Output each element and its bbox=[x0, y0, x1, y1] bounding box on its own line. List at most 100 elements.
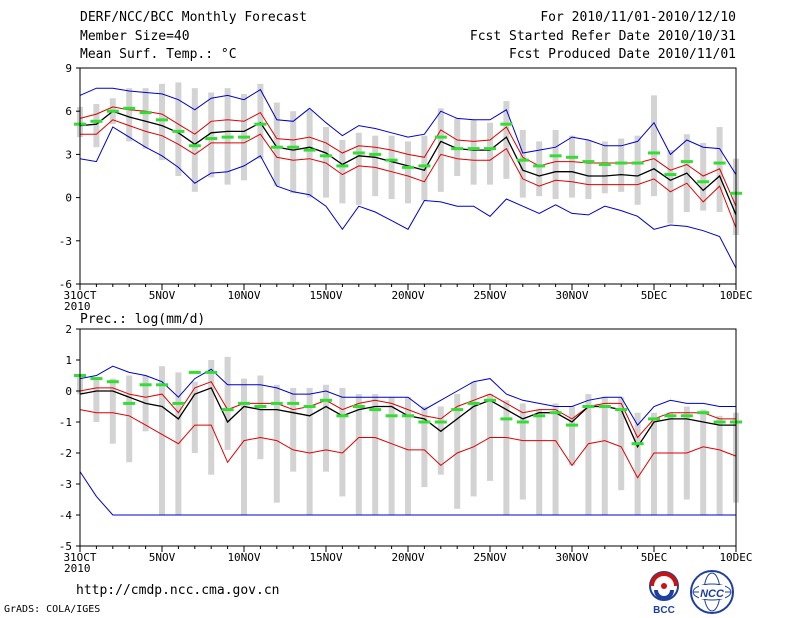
precipitation-observed-marker bbox=[434, 420, 447, 424]
temperature-observed-marker bbox=[188, 144, 201, 148]
temperature-observed-marker bbox=[238, 135, 250, 139]
bcc-logo-text: BCC bbox=[653, 605, 675, 616]
temperature-y-tick-label: 9 bbox=[65, 62, 72, 75]
precipitation-observed-marker bbox=[205, 370, 218, 374]
precipitation-observed-marker bbox=[90, 377, 103, 381]
precipitation-max-line bbox=[79, 365, 736, 426]
temperature-x-tick-label: 10DEC bbox=[719, 289, 752, 302]
temperature-lower-line bbox=[80, 119, 737, 228]
temperature-observed-marker bbox=[221, 135, 234, 139]
precipitation-observed-marker bbox=[566, 423, 578, 427]
temperature-x-tick-label: 5DEC bbox=[641, 289, 668, 302]
precipitation-observed-marker bbox=[402, 414, 414, 418]
precipitation-ensemble-box bbox=[388, 397, 395, 515]
temperature-ensemble-box bbox=[552, 129, 559, 200]
precipitation-ensemble-box bbox=[159, 366, 165, 515]
precipitation-observed-marker bbox=[713, 420, 726, 424]
precipitation-y-tick-label: -5 bbox=[59, 540, 72, 553]
temperature-ensemble-box bbox=[536, 141, 543, 197]
precipitation-ensemble-box bbox=[667, 412, 674, 515]
temperature-observed-marker bbox=[697, 180, 710, 184]
precipitation-x-tick-label: 10NOV bbox=[227, 551, 260, 564]
footer-url[interactable]: http://cmdp.ncc.cma.gov.cn bbox=[76, 583, 280, 598]
precipitation-ensemble-box bbox=[569, 406, 575, 466]
forecast-range-label: For 2010/11/01-2010/12/10 bbox=[540, 10, 736, 25]
temperature-ensemble-box bbox=[191, 88, 198, 192]
temperature-ensemble-box bbox=[618, 138, 625, 192]
precipitation-ensemble-box bbox=[191, 381, 198, 453]
temperature-x-tick-label: 30NOV bbox=[555, 289, 588, 302]
precipitation-ensemble-box bbox=[224, 356, 231, 450]
precipitation-ensemble-box bbox=[618, 397, 625, 491]
precipitation-ensemble-box bbox=[651, 412, 657, 515]
temperature-variable-label: Mean Surf. Temp.: °C bbox=[80, 47, 237, 62]
temperature-ensemble-box bbox=[421, 135, 428, 201]
precipitation-y-tick-label: -4 bbox=[59, 509, 73, 522]
temperature-observed-marker bbox=[631, 161, 644, 165]
temperature-observed-marker bbox=[205, 137, 218, 141]
precipitation-observed-marker bbox=[336, 414, 349, 418]
temperature-observed-marker bbox=[270, 145, 283, 149]
temperature-observed-marker bbox=[90, 119, 103, 123]
precipitation-x-tick-label: 30NOV bbox=[555, 551, 588, 564]
precipitation-observed-marker bbox=[615, 408, 628, 412]
temperature-observed-marker bbox=[648, 151, 660, 155]
precipitation-observed-marker bbox=[369, 408, 382, 412]
temperature-ensemble-box bbox=[601, 141, 608, 194]
precipitation-observed-marker bbox=[631, 442, 644, 446]
temperature-x-tick-label: 25NOV bbox=[473, 289, 506, 302]
precipitation-lower-line bbox=[79, 409, 737, 479]
precipitation-observed-marker bbox=[320, 398, 332, 402]
temperature-x-tick-label: 10NOV bbox=[227, 289, 260, 302]
precipitation-observed-marker bbox=[352, 405, 365, 408]
member-size-label: Member Size=40 bbox=[80, 29, 190, 44]
temperature-ensemble-box bbox=[651, 95, 657, 197]
precipitation-observed-marker bbox=[123, 401, 136, 405]
temperature-ensemble-box bbox=[503, 101, 510, 179]
precipitation-y-tick-label: 1 bbox=[65, 354, 72, 367]
temperature-observed-marker bbox=[402, 165, 414, 169]
temperature-observed-marker bbox=[566, 155, 578, 159]
precipitation-observed-marker bbox=[172, 401, 185, 405]
ncc-logo-text: NCC bbox=[700, 588, 725, 600]
precipitation-y-tick-label: -1 bbox=[59, 416, 72, 429]
temperature-y-tick-label: 0 bbox=[65, 192, 72, 205]
precipitation-observed-marker bbox=[418, 420, 431, 424]
temperature-y-tick-label: -3 bbox=[59, 235, 72, 248]
temperature-ensemble-box bbox=[290, 111, 297, 194]
temperature-x-tick-label: 5NOV bbox=[149, 289, 176, 302]
precipitation-observed-marker bbox=[516, 420, 529, 424]
precipitation-x-tick-label: 15NOV bbox=[309, 551, 342, 564]
temperature-observed-marker bbox=[680, 160, 693, 164]
precipitation-ensemble-box bbox=[454, 394, 461, 509]
precipitation-y-tick-label: 0 bbox=[65, 385, 72, 398]
temperature-ensemble-box bbox=[208, 92, 215, 178]
precipitation-ensemble-box bbox=[421, 406, 428, 488]
temperature-ensemble-box bbox=[339, 140, 346, 204]
precipitation-x-year-label: 2010 bbox=[64, 562, 91, 575]
temperature-x-tick-label: 20NOV bbox=[391, 289, 424, 302]
precipitation-ensemble-box bbox=[552, 403, 559, 515]
precipitation-ensemble-box bbox=[323, 384, 329, 472]
temperature-observed-marker bbox=[106, 109, 119, 113]
precipitation-observed-marker bbox=[549, 411, 562, 415]
precipitation-observed-marker bbox=[238, 401, 250, 405]
temperature-ensemble-box bbox=[437, 108, 444, 192]
temperature-observed-marker bbox=[369, 152, 382, 156]
precipitation-observed-marker bbox=[467, 401, 480, 405]
precipitation-ensemble-box bbox=[437, 406, 444, 475]
precipitation-observed-marker bbox=[385, 414, 398, 418]
precipitation-observed-marker bbox=[484, 398, 496, 402]
precipitation-ensemble-box bbox=[126, 375, 133, 463]
forecast-produced-date-label: Fcst Produced Date 2010/11/01 bbox=[509, 47, 736, 62]
precipitation-y-tick-label: -3 bbox=[59, 478, 72, 491]
precipitation-ensemble-box bbox=[257, 375, 264, 460]
temperature-ensemble-box bbox=[323, 127, 329, 198]
precipitation-x-tick-label: 5NOV bbox=[149, 551, 176, 564]
temperature-observed-marker bbox=[156, 118, 168, 122]
precipitation-x-tick-label: 25NOV bbox=[473, 551, 506, 564]
temperature-observed-marker bbox=[303, 148, 316, 152]
temperature-observed-marker bbox=[434, 135, 447, 139]
precipitation-observed-marker bbox=[270, 401, 283, 405]
precipitation-observed-marker bbox=[500, 417, 513, 421]
